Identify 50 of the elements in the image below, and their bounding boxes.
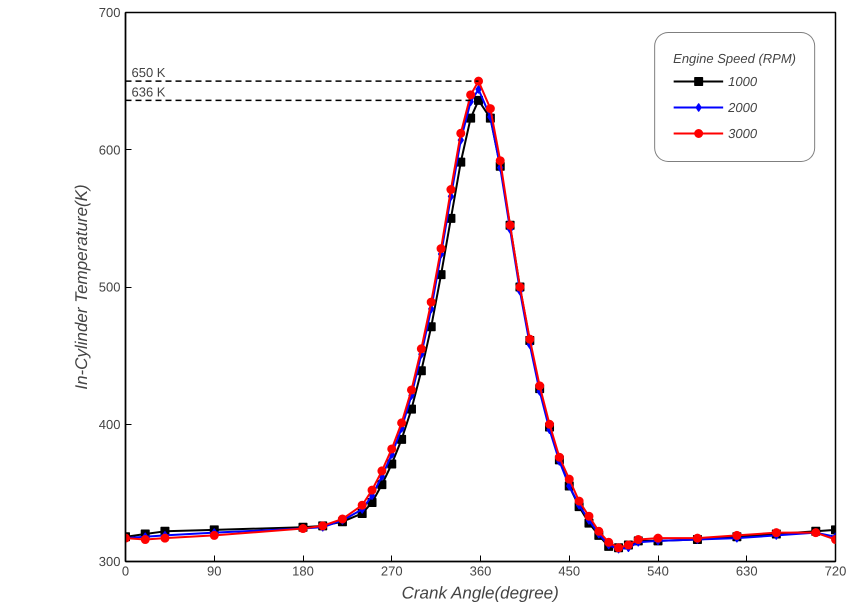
point [368,486,377,495]
y-tick-label: 400 [98,416,121,432]
point [496,156,505,166]
y-tick-label: 700 [98,5,121,20]
point [474,76,484,86]
point [456,128,466,138]
point [426,298,436,307]
point [554,452,564,462]
x-axis-title: Crank Angle(degree) [402,584,559,602]
point [545,420,554,429]
legend-label: 3000 [728,126,758,140]
point [140,535,150,544]
y-tick-label: 300 [98,554,121,569]
point [486,104,495,114]
x-tick-label: 90 [207,564,222,578]
y-tick-label: 500 [98,280,121,294]
y-tick-label: 600 [98,142,121,158]
point [406,385,416,394]
point [397,418,406,428]
point [466,90,476,100]
x-tick-label: 0 [122,564,130,578]
point [564,474,574,484]
x-tick-label: 450 [558,564,580,578]
point [377,466,386,476]
y-axis-title: In-Cylinder Temperature(K) [72,184,91,390]
point [475,84,482,94]
point [358,500,367,510]
point [535,381,544,390]
point [160,534,170,543]
x-tick-label: 270 [380,564,403,578]
x-tick-label: 180 [292,564,314,578]
x-tick-label: 630 [736,564,758,578]
point [436,244,446,254]
ref-line-label: 636 K [132,84,166,100]
legend-label: 1000 [728,74,758,88]
point [446,185,456,194]
point [387,444,396,454]
ref-line-label: 650 K [132,65,166,80]
point [604,538,614,547]
x-tick-label: 540 [647,564,669,578]
x-tick-label: 720 [824,564,846,578]
point [574,496,584,506]
point [584,512,594,521]
legend-title: Engine Speed (RPM) [673,51,796,66]
legend-label: 2000 [728,100,758,114]
point [594,526,604,536]
point [210,530,219,540]
x-tick-label: 360 [470,564,492,578]
point [654,534,662,543]
point [416,344,426,354]
